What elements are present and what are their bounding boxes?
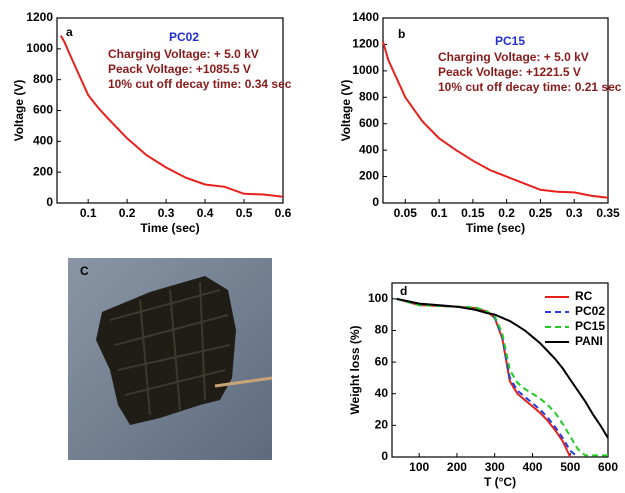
- x-tick-label: 600: [598, 460, 618, 474]
- y-axis-label: Weight loss (%): [348, 325, 362, 414]
- panel-label: a: [66, 25, 73, 39]
- data-line: [382, 41, 609, 199]
- annotation: Peack Voltage: +1221.5 V: [438, 65, 581, 79]
- y-axis-label: Voltage (V): [339, 80, 353, 142]
- x-axis-label: Time (sec): [466, 221, 525, 235]
- x-tick-label: 500: [560, 460, 580, 474]
- y-tick-label: 1000: [26, 41, 53, 55]
- y-tick-label: 400: [33, 134, 53, 148]
- y-tick-label: 20: [375, 418, 389, 432]
- x-tick-label: 300: [485, 460, 505, 474]
- legend-label: PANI: [575, 334, 603, 348]
- mesh: [109, 281, 231, 416]
- y-tick-label: 800: [359, 89, 379, 103]
- y-tick-label: 200: [33, 164, 53, 178]
- y-tick-label: 600: [359, 116, 379, 130]
- x-tick-label: 0.15: [461, 206, 485, 220]
- annotation: Charging Voltage: + 5.0 kV: [108, 47, 259, 61]
- x-tick-label: 0.2: [498, 206, 515, 220]
- legend-label: PC15: [575, 319, 605, 333]
- annotation: Peack Voltage: +1085.5 V: [108, 62, 251, 76]
- legend-label: PC02: [575, 304, 605, 318]
- data-line: [396, 297, 608, 457]
- x-tick-label: 100: [409, 460, 429, 474]
- photo: C: [68, 258, 273, 460]
- x-tick-label: 0.1: [80, 206, 97, 220]
- x-tick-label: 0.35: [596, 206, 620, 220]
- data-line: [60, 35, 284, 198]
- y-tick-label: 40: [375, 386, 389, 400]
- data-line: [396, 297, 609, 439]
- legend-label: RC: [575, 289, 593, 303]
- data-line: [396, 297, 579, 458]
- x-tick-label: 0.25: [529, 206, 553, 220]
- tweezer: [214, 376, 273, 388]
- y-tick-label: 0: [46, 195, 53, 209]
- chart-title: PC02: [169, 30, 199, 44]
- x-tick-label: 0.3: [158, 206, 175, 220]
- data-line: [396, 297, 572, 458]
- panel-label: C: [80, 264, 89, 278]
- y-tick-label: 1200: [352, 37, 379, 51]
- panel-label: b: [398, 27, 405, 41]
- y-tick-label: 1400: [352, 10, 379, 24]
- y-tick-label: 60: [375, 354, 389, 368]
- y-tick-label: 800: [33, 72, 53, 86]
- x-tick-label: 0.5: [236, 206, 253, 220]
- y-tick-label: 0: [372, 195, 379, 209]
- annotation: Charging Voltage: + 5.0 kV: [438, 50, 589, 64]
- x-tick-label: 0.2: [119, 206, 136, 220]
- y-tick-label: 200: [359, 169, 379, 183]
- y-tick-label: 0: [381, 449, 388, 463]
- plot-frame: [391, 282, 609, 458]
- x-axis-label: Time (sec): [140, 221, 199, 235]
- x-tick-label: 400: [522, 460, 542, 474]
- x-tick-label: 0.6: [275, 206, 292, 220]
- annotation: 10% cut off decay time: 0.34 sec: [108, 77, 292, 91]
- x-tick-label: 200: [447, 460, 467, 474]
- y-tick-label: 1000: [352, 63, 379, 77]
- annotation: 10% cut off decay time: 0.21 sec: [438, 80, 622, 94]
- y-tick-label: 1200: [26, 10, 53, 24]
- x-tick-label: 0.05: [394, 206, 418, 220]
- x-tick-label: 0.1: [431, 206, 448, 220]
- chart-title: PC15: [495, 34, 525, 48]
- y-tick-label: 600: [33, 103, 53, 117]
- plot-frame: [56, 17, 284, 204]
- x-tick-label: 0.4: [197, 206, 214, 220]
- y-tick-label: 80: [375, 323, 389, 337]
- x-axis-label: T (°C): [484, 475, 516, 489]
- y-tick-label: 400: [359, 142, 379, 156]
- y-tick-label: 100: [368, 291, 388, 305]
- x-tick-label: 0.3: [566, 206, 583, 220]
- panel-label: d: [400, 284, 407, 298]
- plot-frame: [382, 17, 609, 204]
- y-axis-label: Voltage (V): [12, 80, 26, 142]
